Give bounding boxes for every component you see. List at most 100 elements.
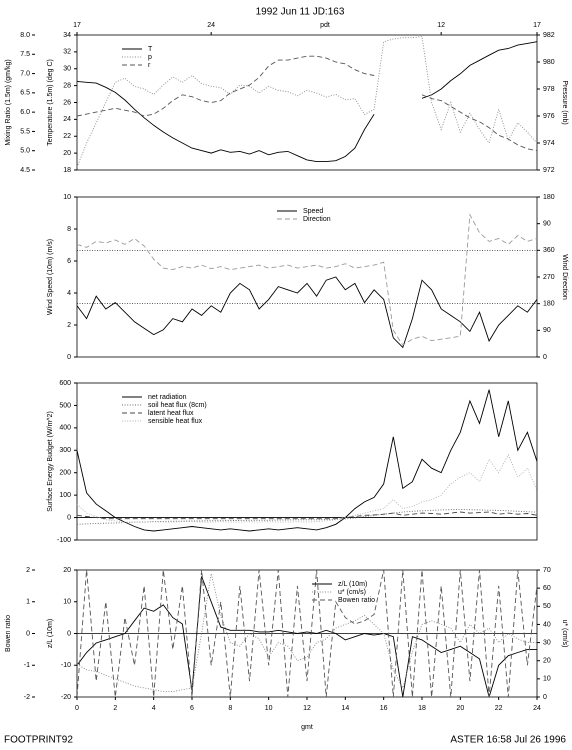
x-tick-label: 0 (75, 705, 79, 712)
y3-tick-label: -1 (24, 662, 30, 669)
y2-axis-label: Wind Direction (561, 254, 568, 300)
y-tick-label: 2 (67, 322, 71, 329)
y2-tick-label: 972 (543, 167, 555, 174)
x-tick-label: 20 (456, 705, 464, 712)
y-axis-label: Temperature (1.5m) (deg C) (47, 59, 54, 146)
y2-tick-label: 974 (543, 140, 555, 147)
legend-label: Bowen ratio (338, 597, 375, 604)
legend-label: soil heat flux (8cm) (148, 402, 207, 409)
y2-tick-label: 976 (543, 113, 555, 120)
y2-tick-label: 10 (543, 676, 551, 683)
y-tick-label: 18 (63, 167, 71, 174)
y-tick-label: 600 (59, 380, 71, 387)
series-line (77, 453, 537, 523)
y2-tick-label: 40 (543, 621, 551, 628)
y-tick-label: 28 (63, 82, 71, 89)
series-line (77, 41, 537, 163)
y2-tick-label: 180 (543, 301, 555, 308)
x-tick-label: 14 (341, 705, 349, 712)
x-tick-label: 8 (228, 705, 232, 712)
y2-tick-label: 982 (543, 32, 555, 39)
legend-label: u* (cm/s) (338, 589, 366, 596)
x2-axis-label: pdt (320, 22, 330, 29)
x-tick-label: 24 (533, 705, 541, 712)
series-line (77, 570, 537, 697)
y-tick-label: 10 (63, 194, 71, 201)
y-tick-label: 26 (63, 99, 71, 106)
y3-axis-label: Mixing Ratio (1.5m) (gm/kg) (5, 59, 12, 145)
x-tick-label: 12 (303, 705, 311, 712)
y2-tick-label: 270 (543, 274, 555, 281)
y3-tick-label: 5.0 (20, 148, 30, 155)
panel: -100 0 100 200 300 400 500 600 Surface Energy Bu… (47, 380, 538, 544)
plot-area (77, 389, 537, 532)
y-tick-label: 300 (59, 447, 71, 454)
y-tick-label: 8 (67, 226, 71, 233)
y-tick-label: 500 (59, 402, 71, 409)
y3-tick-label: 6.5 (20, 90, 30, 97)
x-tick-label: 22 (495, 705, 503, 712)
y-tick-label: 34 (63, 32, 71, 39)
plot-frame (76, 34, 538, 171)
y2-tick-label: 0 (543, 694, 547, 701)
y3-tick-label: 5.5 (20, 128, 30, 135)
legend-label: r (148, 62, 151, 69)
x2-tick-label: 17 (73, 22, 81, 29)
series-line (77, 35, 537, 168)
y3-tick-label: 2 (26, 567, 30, 574)
page-title: 1992 Jun 11 JD:163 (256, 7, 345, 18)
x2-tick-label: 24 (207, 22, 215, 29)
y3-tick-label: 7.5 (20, 51, 30, 58)
y-tick-label: 30 (63, 66, 71, 73)
y3-tick-label: 7.0 (20, 70, 30, 77)
y2-tick-label: 30 (543, 639, 551, 646)
series-line (77, 573, 537, 693)
y-tick-label: -10 (61, 662, 71, 669)
y2-tick-label: 60 (543, 585, 551, 592)
x-tick-label: 16 (380, 705, 388, 712)
y3-tick-label: -2 (24, 694, 30, 701)
plot-area (77, 213, 537, 349)
y-tick-label: 6 (67, 258, 71, 265)
y-tick-label: 400 (59, 425, 71, 432)
y-tick-label: 24 (63, 116, 71, 123)
y2-tick-label: 50 (543, 603, 551, 610)
plot-area (77, 35, 537, 168)
footer-left: FOOTPRINT92 (4, 735, 73, 746)
y3-tick-label: 0 (26, 630, 30, 637)
y2-tick-label: 90 (543, 327, 551, 334)
legend-label: latent heat flux (148, 410, 194, 417)
plot-area (77, 570, 537, 697)
x-tick-label: 4 (152, 705, 156, 712)
series-line (77, 213, 537, 346)
legend-label: Direction (303, 216, 331, 223)
y-tick-label: -100 (57, 537, 71, 544)
y-tick-label: 0 (67, 630, 71, 637)
legend-label: sensible heat flux (148, 418, 203, 425)
y-tick-label: 20 (63, 567, 71, 574)
x-tick-label: 2 (113, 705, 117, 712)
y-axis-label: Wind Speed (10m) (m/s) (47, 239, 54, 315)
legend-label: Speed (303, 208, 323, 215)
x-tick-label: 10 (265, 705, 273, 712)
y-tick-label: 10 (63, 599, 71, 606)
y-axis-label: Surface Energy Budget (W/m^2) (47, 411, 54, 512)
panel: 0 2 4 6 8 10 0 90 180 270 360 90 180 Wind Speed (10m)… (47, 194, 568, 361)
y-tick-label: 20 (63, 150, 71, 157)
y-tick-label: 32 (63, 49, 71, 56)
y2-tick-label: 980 (543, 59, 555, 66)
y-axis-label: z/L (10m) (47, 619, 54, 648)
series-line (77, 276, 537, 349)
y2-tick-label: 360 (543, 247, 555, 254)
x2-tick-label: 17 (533, 22, 541, 29)
y-tick-label: 4 (67, 290, 71, 297)
y2-axis-label: u* (cm/s) (561, 620, 568, 648)
y2-tick-label: 70 (543, 567, 551, 574)
y3-tick-label: 1 (26, 599, 30, 606)
y2-axis-label: Pressure (mb) (561, 80, 568, 124)
x-axis-label: gmt (301, 724, 313, 731)
x-tick-label: 6 (190, 705, 194, 712)
y-tick-label: 0 (67, 514, 71, 521)
